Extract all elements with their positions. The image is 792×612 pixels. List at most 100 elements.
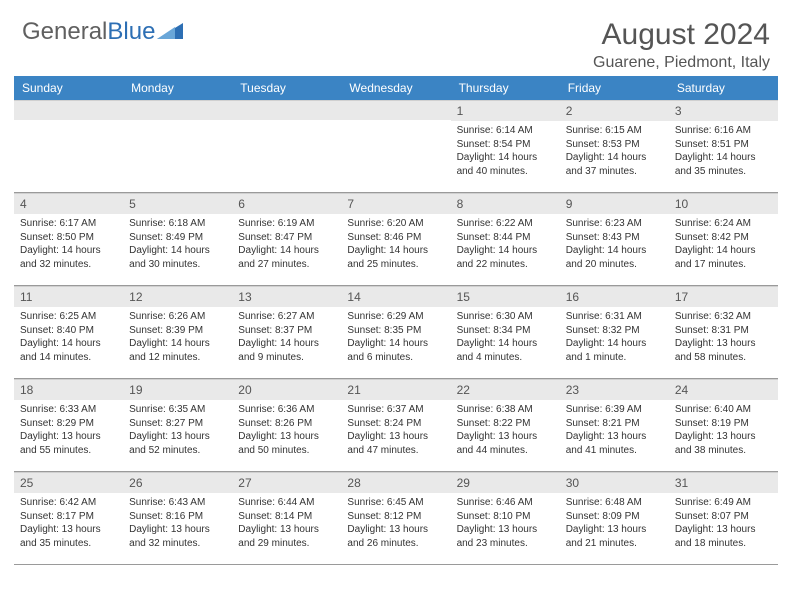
day-details: Sunrise: 6:40 AMSunset: 8:19 PMDaylight:…: [669, 400, 778, 463]
sunrise-text: Sunrise: 6:33 AM: [20, 403, 117, 417]
day-number: 29: [451, 472, 560, 493]
daylight-text: Daylight: 14 hours and 17 minutes.: [675, 244, 772, 271]
sunrise-text: Sunrise: 6:20 AM: [347, 217, 444, 231]
day-details: Sunrise: 6:20 AMSunset: 8:46 PMDaylight:…: [341, 214, 450, 277]
calendar: Sunday Monday Tuesday Wednesday Thursday…: [0, 76, 792, 565]
sunrise-text: Sunrise: 6:29 AM: [347, 310, 444, 324]
sunrise-text: Sunrise: 6:49 AM: [675, 496, 772, 510]
day-details: Sunrise: 6:49 AMSunset: 8:07 PMDaylight:…: [669, 493, 778, 556]
day-number: 11: [14, 286, 123, 307]
sunrise-text: Sunrise: 6:35 AM: [129, 403, 226, 417]
weekday-header: Tuesday: [232, 76, 341, 100]
day-cell: 15Sunrise: 6:30 AMSunset: 8:34 PMDayligh…: [451, 286, 560, 378]
day-number: 26: [123, 472, 232, 493]
daylight-text: Daylight: 13 hours and 38 minutes.: [675, 430, 772, 457]
day-cell: 13Sunrise: 6:27 AMSunset: 8:37 PMDayligh…: [232, 286, 341, 378]
day-details: Sunrise: 6:18 AMSunset: 8:49 PMDaylight:…: [123, 214, 232, 277]
sunset-text: Sunset: 8:21 PM: [566, 417, 663, 431]
day-cell: 29Sunrise: 6:46 AMSunset: 8:10 PMDayligh…: [451, 472, 560, 564]
logo-text-1: General: [22, 18, 107, 46]
day-cell: 2Sunrise: 6:15 AMSunset: 8:53 PMDaylight…: [560, 100, 669, 192]
daylight-text: Daylight: 14 hours and 4 minutes.: [457, 337, 554, 364]
day-number: [341, 100, 450, 120]
sunset-text: Sunset: 8:12 PM: [347, 510, 444, 524]
daylight-text: Daylight: 14 hours and 25 minutes.: [347, 244, 444, 271]
daylight-text: Daylight: 14 hours and 9 minutes.: [238, 337, 335, 364]
daylight-text: Daylight: 14 hours and 40 minutes.: [457, 151, 554, 178]
daylight-text: Daylight: 13 hours and 44 minutes.: [457, 430, 554, 457]
day-cell: [123, 100, 232, 192]
sunrise-text: Sunrise: 6:25 AM: [20, 310, 117, 324]
daylight-text: Daylight: 14 hours and 22 minutes.: [457, 244, 554, 271]
sunrise-text: Sunrise: 6:32 AM: [675, 310, 772, 324]
daylight-text: Daylight: 13 hours and 58 minutes.: [675, 337, 772, 364]
day-cell: 23Sunrise: 6:39 AMSunset: 8:21 PMDayligh…: [560, 379, 669, 471]
day-cell: 3Sunrise: 6:16 AMSunset: 8:51 PMDaylight…: [669, 100, 778, 192]
day-number: 5: [123, 193, 232, 214]
sunrise-text: Sunrise: 6:31 AM: [566, 310, 663, 324]
sunset-text: Sunset: 8:54 PM: [457, 138, 554, 152]
day-details: Sunrise: 6:46 AMSunset: 8:10 PMDaylight:…: [451, 493, 560, 556]
day-details: Sunrise: 6:25 AMSunset: 8:40 PMDaylight:…: [14, 307, 123, 370]
day-details: Sunrise: 6:48 AMSunset: 8:09 PMDaylight:…: [560, 493, 669, 556]
daylight-text: Daylight: 13 hours and 23 minutes.: [457, 523, 554, 550]
day-details: Sunrise: 6:30 AMSunset: 8:34 PMDaylight:…: [451, 307, 560, 370]
day-cell: 1Sunrise: 6:14 AMSunset: 8:54 PMDaylight…: [451, 100, 560, 192]
sunset-text: Sunset: 8:43 PM: [566, 231, 663, 245]
daylight-text: Daylight: 13 hours and 55 minutes.: [20, 430, 117, 457]
sunset-text: Sunset: 8:09 PM: [566, 510, 663, 524]
daylight-text: Daylight: 14 hours and 35 minutes.: [675, 151, 772, 178]
day-cell: 4Sunrise: 6:17 AMSunset: 8:50 PMDaylight…: [14, 193, 123, 285]
sunrise-text: Sunrise: 6:39 AM: [566, 403, 663, 417]
sunset-text: Sunset: 8:35 PM: [347, 324, 444, 338]
sunrise-text: Sunrise: 6:17 AM: [20, 217, 117, 231]
day-details: Sunrise: 6:15 AMSunset: 8:53 PMDaylight:…: [560, 121, 669, 184]
sunset-text: Sunset: 8:32 PM: [566, 324, 663, 338]
day-number: 9: [560, 193, 669, 214]
day-number: 14: [341, 286, 450, 307]
sunrise-text: Sunrise: 6:45 AM: [347, 496, 444, 510]
sunrise-text: Sunrise: 6:30 AM: [457, 310, 554, 324]
sunset-text: Sunset: 8:17 PM: [20, 510, 117, 524]
weekday-header: Friday: [560, 76, 669, 100]
day-details: Sunrise: 6:43 AMSunset: 8:16 PMDaylight:…: [123, 493, 232, 556]
sunrise-text: Sunrise: 6:16 AM: [675, 124, 772, 138]
day-cell: 5Sunrise: 6:18 AMSunset: 8:49 PMDaylight…: [123, 193, 232, 285]
sunset-text: Sunset: 8:49 PM: [129, 231, 226, 245]
day-number: 31: [669, 472, 778, 493]
month-title: August 2024: [593, 18, 770, 52]
day-number: 27: [232, 472, 341, 493]
day-number: 25: [14, 472, 123, 493]
day-details: Sunrise: 6:31 AMSunset: 8:32 PMDaylight:…: [560, 307, 669, 370]
sunrise-text: Sunrise: 6:44 AM: [238, 496, 335, 510]
day-details: Sunrise: 6:33 AMSunset: 8:29 PMDaylight:…: [14, 400, 123, 463]
day-number: 13: [232, 286, 341, 307]
daylight-text: Daylight: 13 hours and 18 minutes.: [675, 523, 772, 550]
day-cell: 31Sunrise: 6:49 AMSunset: 8:07 PMDayligh…: [669, 472, 778, 564]
day-number: 15: [451, 286, 560, 307]
week-row: 1Sunrise: 6:14 AMSunset: 8:54 PMDaylight…: [14, 100, 778, 193]
day-number: 28: [341, 472, 450, 493]
sunset-text: Sunset: 8:40 PM: [20, 324, 117, 338]
sunrise-text: Sunrise: 6:40 AM: [675, 403, 772, 417]
day-cell: 17Sunrise: 6:32 AMSunset: 8:31 PMDayligh…: [669, 286, 778, 378]
weeks-container: 1Sunrise: 6:14 AMSunset: 8:54 PMDaylight…: [14, 100, 778, 565]
sunset-text: Sunset: 8:44 PM: [457, 231, 554, 245]
daylight-text: Daylight: 14 hours and 12 minutes.: [129, 337, 226, 364]
day-number: 16: [560, 286, 669, 307]
sunset-text: Sunset: 8:46 PM: [347, 231, 444, 245]
week-row: 18Sunrise: 6:33 AMSunset: 8:29 PMDayligh…: [14, 379, 778, 472]
day-cell: 7Sunrise: 6:20 AMSunset: 8:46 PMDaylight…: [341, 193, 450, 285]
sunset-text: Sunset: 8:10 PM: [457, 510, 554, 524]
sunset-text: Sunset: 8:31 PM: [675, 324, 772, 338]
sunset-text: Sunset: 8:53 PM: [566, 138, 663, 152]
logo: GeneralBlue: [22, 18, 183, 46]
sunset-text: Sunset: 8:27 PM: [129, 417, 226, 431]
day-cell: 21Sunrise: 6:37 AMSunset: 8:24 PMDayligh…: [341, 379, 450, 471]
day-cell: 14Sunrise: 6:29 AMSunset: 8:35 PMDayligh…: [341, 286, 450, 378]
day-number: 3: [669, 100, 778, 121]
sunset-text: Sunset: 8:42 PM: [675, 231, 772, 245]
day-details: Sunrise: 6:27 AMSunset: 8:37 PMDaylight:…: [232, 307, 341, 370]
sunset-text: Sunset: 8:14 PM: [238, 510, 335, 524]
day-number: 18: [14, 379, 123, 400]
